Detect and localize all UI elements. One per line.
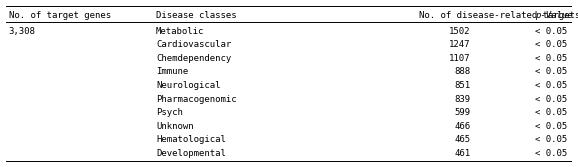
Text: Cardiovascular: Cardiovascular — [156, 40, 231, 49]
Text: Pharmacogenomic: Pharmacogenomic — [156, 95, 236, 104]
Text: 851: 851 — [454, 81, 470, 90]
Text: < 0.05: < 0.05 — [535, 135, 568, 144]
Text: 1107: 1107 — [449, 54, 470, 63]
Text: Psych: Psych — [156, 108, 183, 117]
Text: Neurological: Neurological — [156, 81, 220, 90]
Text: < 0.05: < 0.05 — [535, 27, 568, 36]
Text: No. of target genes: No. of target genes — [9, 11, 111, 20]
Text: 1502: 1502 — [449, 27, 470, 36]
Text: 461: 461 — [454, 149, 470, 158]
Text: Unknown: Unknown — [156, 122, 194, 131]
Text: Metabolic: Metabolic — [156, 27, 204, 36]
Text: Developmental: Developmental — [156, 149, 226, 158]
Text: < 0.05: < 0.05 — [535, 108, 568, 117]
Text: < 0.05: < 0.05 — [535, 95, 568, 104]
Text: < 0.05: < 0.05 — [535, 122, 568, 131]
Text: 466: 466 — [454, 122, 470, 131]
Text: < 0.05: < 0.05 — [535, 149, 568, 158]
Text: Chemdependency: Chemdependency — [156, 54, 231, 63]
Text: 3,308: 3,308 — [9, 27, 35, 36]
Text: < 0.05: < 0.05 — [535, 67, 568, 76]
Text: p-Value: p-Value — [535, 11, 573, 20]
Text: < 0.05: < 0.05 — [535, 54, 568, 63]
Text: 1247: 1247 — [449, 40, 470, 49]
Text: No. of disease-related targets: No. of disease-related targets — [419, 11, 578, 20]
Text: 599: 599 — [454, 108, 470, 117]
Text: Immune: Immune — [156, 67, 188, 76]
Text: < 0.05: < 0.05 — [535, 81, 568, 90]
Text: 465: 465 — [454, 135, 470, 144]
Text: 888: 888 — [454, 67, 470, 76]
Text: 839: 839 — [454, 95, 470, 104]
Text: < 0.05: < 0.05 — [535, 40, 568, 49]
Text: Disease classes: Disease classes — [156, 11, 236, 20]
Text: Hematological: Hematological — [156, 135, 226, 144]
